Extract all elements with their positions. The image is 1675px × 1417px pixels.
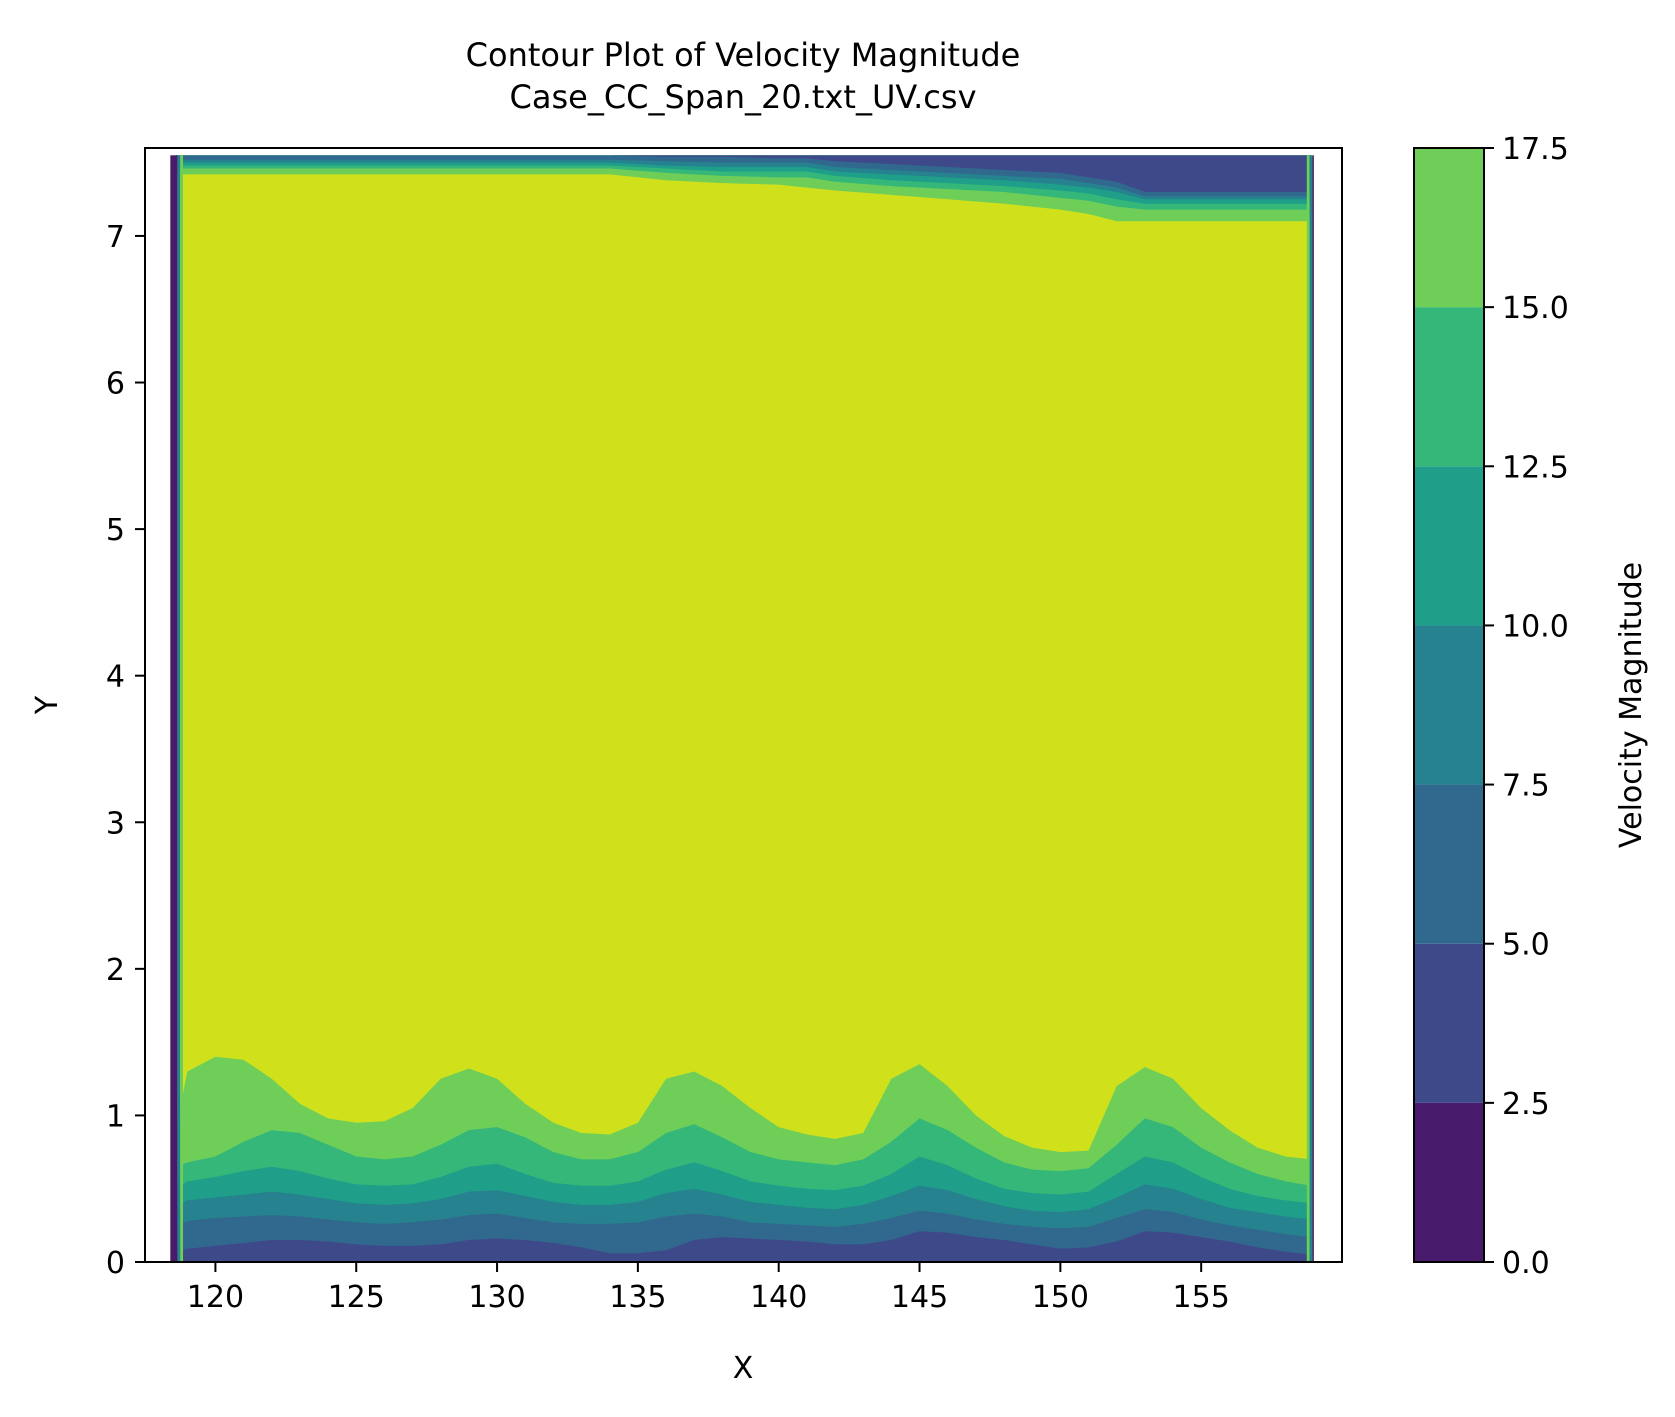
contour-band-bottom-contour_2_5 (175, 1231, 1312, 1262)
colorbar-label: Velocity Magnitude (1614, 562, 1649, 848)
y-axis-label: Y (30, 695, 65, 715)
colorbar-tick-label: 15.0 (1502, 291, 1569, 326)
left-wall-layer (177, 155, 181, 1262)
colorbar-band (1414, 466, 1484, 626)
x-axis-ticks: 120 125 130 135 140 145 150 155 (187, 1262, 1230, 1315)
y-tick-label: 1 (106, 1099, 125, 1134)
y-tick-label: 2 (106, 953, 125, 988)
colorbar-band (1414, 784, 1484, 944)
chart-title: Contour Plot of Velocity Magnitude (466, 36, 1021, 74)
colorbar-tick-label: 7.5 (1502, 769, 1550, 804)
colorbar-band (1414, 1102, 1484, 1262)
colorbar-band (1414, 307, 1484, 467)
right-wall-layer (1309, 155, 1313, 1262)
y-tick-label: 7 (106, 220, 125, 255)
left-wall-layer (170, 155, 178, 1262)
colorbar-tick-label: 17.5 (1502, 132, 1569, 167)
contour-band-top-contour_2_5 (175, 155, 1312, 192)
colorbar-tick-label: 12.5 (1502, 450, 1569, 485)
colorbar-tick-label: 0.0 (1502, 1246, 1550, 1281)
colorbar-band (1414, 625, 1484, 785)
colorbar-tick-label: 5.0 (1502, 928, 1550, 963)
y-axis-ticks: 0 1 2 3 4 5 6 7 (106, 220, 145, 1281)
contour-band-base (170, 155, 1314, 1262)
colorbar-ticks: 0.0 2.5 5.0 7.5 10.0 12.5 15.0 17.5 (1484, 132, 1569, 1281)
x-tick-label: 130 (468, 1280, 525, 1315)
colorbar-frame (1413, 147, 1485, 1263)
plot-frame (144, 147, 1343, 1263)
colorbar-tick-label: 10.0 (1502, 609, 1569, 644)
colorbar-tick-label: 2.5 (1502, 1087, 1550, 1122)
y-tick-label: 6 (106, 367, 125, 402)
x-axis-label: X (733, 1351, 754, 1386)
x-tick-label: 150 (1032, 1280, 1089, 1315)
colorbar-band (1414, 943, 1484, 1103)
contour-fills (170, 155, 1314, 1262)
x-tick-label: 120 (187, 1280, 244, 1315)
left-wall-layer (180, 155, 184, 1262)
x-tick-label: 145 (891, 1280, 948, 1315)
x-tick-label: 155 (1173, 1280, 1230, 1315)
y-tick-label: 0 (106, 1246, 125, 1281)
right-wall-layer (1312, 155, 1314, 1262)
right-wall-layer (1306, 155, 1310, 1262)
x-tick-label: 135 (609, 1280, 666, 1315)
x-tick-label: 140 (750, 1280, 807, 1315)
y-tick-label: 5 (106, 513, 125, 548)
colorbar-band (1414, 148, 1484, 308)
y-tick-label: 3 (106, 806, 125, 841)
x-tick-label: 125 (328, 1280, 385, 1315)
chart-subtitle: Case_CC_Span_20.txt_UV.csv (510, 78, 977, 116)
colorbar (1414, 148, 1484, 1262)
y-tick-label: 4 (106, 660, 125, 695)
